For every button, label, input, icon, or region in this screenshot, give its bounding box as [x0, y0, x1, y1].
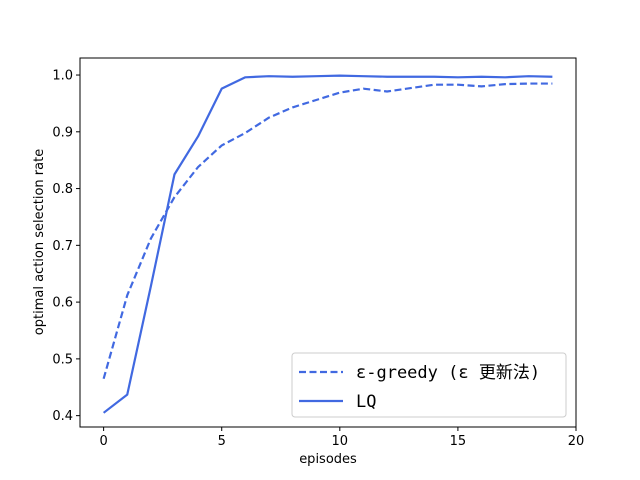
x-tick-label: 10	[332, 434, 349, 449]
x-axis-label: episodes	[299, 452, 357, 467]
x-tick-label: 20	[568, 434, 585, 449]
legend: ε-greedy (ε 更新法) LQ	[291, 352, 567, 418]
legend-label-epsilon-greedy: ε-greedy (ε 更新法)	[356, 363, 540, 383]
plot-frame	[79, 57, 577, 428]
y-tick-label: 0.4	[52, 409, 73, 424]
y-tick-label: 0.6	[52, 296, 73, 311]
y-tick-label: 0.9	[52, 125, 73, 140]
x-tick-label: 15	[450, 434, 467, 449]
tick-layer: 0 5 10 15 20 0.4 0.5 0.6 0.7 0.8 0.9 1.0	[52, 69, 584, 449]
y-tick-label: 0.5	[52, 352, 73, 367]
y-tick-label: 0.8	[52, 182, 73, 197]
series-line-lq	[102, 74, 553, 414]
y-axis-label: optimal action selection rate	[32, 149, 47, 335]
x-tick-label: 5	[218, 434, 226, 449]
series-layer	[102, 74, 553, 414]
legend-label-lq: LQ	[356, 392, 376, 412]
y-tick-label: 0.7	[52, 239, 73, 254]
x-tick-label: 0	[99, 434, 107, 449]
y-tick-label: 1.0	[52, 69, 73, 84]
legend-box	[291, 352, 567, 418]
series-line-epsilon-greedy	[102, 82, 553, 380]
